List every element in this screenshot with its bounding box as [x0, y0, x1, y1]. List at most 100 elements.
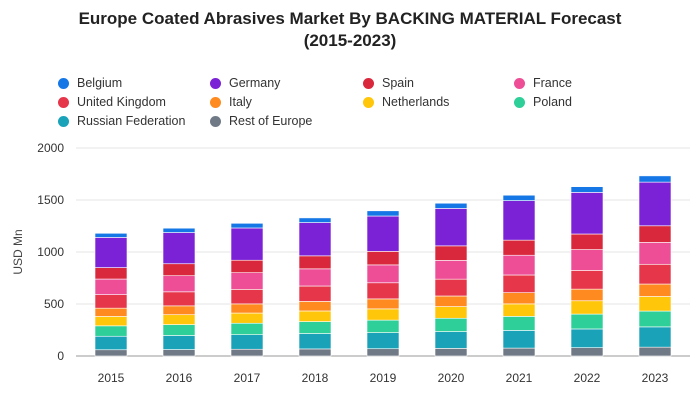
bar-segment-spain-2020 — [434, 245, 468, 261]
legend-item-belgium[interactable]: Belgium — [58, 76, 122, 90]
bar-segment-france-2023 — [638, 242, 672, 265]
legend-swatch — [210, 96, 221, 108]
legend-swatch — [58, 115, 69, 127]
legend-label: Rest of Europe — [229, 114, 313, 128]
bar-segment-italy-2019 — [366, 298, 400, 310]
bar-segment-netherlands-2017 — [230, 312, 264, 324]
bar-segment-united-kingdom-2022 — [570, 270, 604, 290]
bar-segment-netherlands-2018 — [298, 310, 332, 322]
legend-item-russian-federation[interactable]: Russian Federation — [58, 114, 185, 128]
legend-swatch — [363, 96, 374, 108]
bar-segment-rest-of-europe-2017 — [230, 348, 264, 357]
bar-segment-spain-2017 — [230, 259, 264, 273]
bar-segment-netherlands-2015 — [94, 316, 128, 327]
legend-swatch — [58, 77, 69, 89]
bar-segment-rest-of-europe-2018 — [298, 348, 332, 357]
bar-segment-italy-2023 — [638, 283, 672, 297]
x-tick-label: 2017 — [234, 371, 261, 385]
legend-item-spain[interactable]: Spain — [363, 76, 414, 90]
bar-segment-poland-2020 — [434, 317, 468, 332]
bar-segment-spain-2023 — [638, 225, 672, 243]
bar-segment-russian-federation-2022 — [570, 328, 604, 348]
bar-segment-poland-2021 — [502, 316, 536, 331]
bar-segment-united-kingdom-2020 — [434, 278, 468, 297]
bar-segment-united-kingdom-2015 — [94, 294, 128, 309]
legend-item-poland[interactable]: Poland — [514, 95, 572, 109]
bar-segment-spain-2021 — [502, 239, 536, 256]
bar-segment-germany-2018 — [298, 222, 332, 257]
bar-segment-france-2019 — [366, 264, 400, 284]
legend-swatch — [58, 96, 69, 108]
y-tick-label: 2000 — [37, 141, 64, 155]
bar-segment-germany-2016 — [162, 232, 196, 265]
bar-segment-russian-federation-2023 — [638, 326, 672, 348]
bar-segment-germany-2023 — [638, 181, 672, 227]
bar-segment-poland-2019 — [366, 319, 400, 333]
chart-title: Europe Coated Abrasives Market By BACKIN… — [0, 8, 700, 52]
bar-segment-spain-2015 — [94, 267, 128, 280]
x-tick-label: 2020 — [438, 371, 465, 385]
bar-segment-spain-2019 — [366, 251, 400, 266]
x-tick-label: 2022 — [574, 371, 601, 385]
bar-segment-germany-2019 — [366, 215, 400, 252]
bar-segment-russian-federation-2020 — [434, 331, 468, 349]
bar-segment-spain-2022 — [570, 233, 604, 250]
y-tick-label: 0 — [57, 349, 64, 363]
legend-label: Germany — [229, 76, 281, 90]
legend-item-italy[interactable]: Italy — [210, 95, 252, 109]
legend-swatch — [514, 96, 525, 108]
legend-label: Netherlands — [382, 95, 450, 109]
bar-segment-united-kingdom-2023 — [638, 263, 672, 285]
legend-item-germany[interactable]: Germany — [210, 76, 280, 90]
bar-segment-belgium-2022 — [570, 186, 604, 193]
bar-segment-netherlands-2016 — [162, 314, 196, 325]
bar-segment-united-kingdom-2018 — [298, 285, 332, 302]
bar-segment-russian-federation-2021 — [502, 330, 536, 349]
legend-label: Italy — [229, 95, 252, 109]
legend-swatch — [210, 115, 221, 127]
bar-segment-poland-2017 — [230, 322, 264, 335]
chart-title-line1: Europe Coated Abrasives Market By BACKIN… — [78, 9, 622, 28]
bar-segment-united-kingdom-2021 — [502, 274, 536, 293]
bar-segment-spain-2018 — [298, 255, 332, 270]
bar-segment-italy-2015 — [94, 307, 128, 317]
y-tick-label: 500 — [44, 297, 64, 311]
bar-segment-germany-2020 — [434, 208, 468, 247]
bar-segment-belgium-2019 — [366, 210, 400, 217]
bar-segment-russian-federation-2017 — [230, 334, 264, 350]
bar-segment-russian-federation-2019 — [366, 332, 400, 350]
legend-item-netherlands[interactable]: Netherlands — [363, 95, 449, 109]
y-tick-label: 1000 — [37, 245, 64, 259]
bar-segment-netherlands-2019 — [366, 308, 400, 321]
bar-segment-rest-of-europe-2015 — [94, 349, 128, 357]
legend-item-united-kingdom[interactable]: United Kingdom — [58, 95, 166, 109]
legend-label: Belgium — [77, 76, 123, 90]
bar-segment-poland-2015 — [94, 325, 128, 337]
bar-segment-rest-of-europe-2023 — [638, 346, 672, 357]
legend-label: United Kingdom — [77, 95, 166, 109]
bar-segment-rest-of-europe-2019 — [366, 348, 400, 357]
bar-segment-italy-2017 — [230, 303, 264, 314]
bar-segment-belgium-2023 — [638, 175, 672, 183]
bar-segment-russian-federation-2018 — [298, 333, 332, 350]
x-tick-label: 2018 — [302, 371, 329, 385]
legend-swatch — [514, 77, 525, 89]
bar-segment-germany-2017 — [230, 227, 264, 261]
bar-segment-belgium-2018 — [298, 217, 332, 223]
bar-segment-italy-2021 — [502, 292, 536, 305]
bar-segment-italy-2018 — [298, 301, 332, 312]
legend-item-france[interactable]: France — [514, 76, 572, 90]
legend-label: Spain — [382, 76, 414, 90]
bar-segment-netherlands-2020 — [434, 306, 468, 319]
bar-segment-belgium-2015 — [94, 232, 128, 238]
legend-item-rest-of-europe[interactable]: Rest of Europe — [210, 114, 312, 128]
x-tick-label: 2021 — [506, 371, 533, 385]
bar-segment-germany-2022 — [570, 192, 604, 235]
bar-segment-italy-2020 — [434, 295, 468, 307]
bar-segment-rest-of-europe-2021 — [502, 347, 536, 357]
bar-segment-rest-of-europe-2022 — [570, 347, 604, 357]
bar-segment-france-2020 — [434, 260, 468, 280]
legend-label: Russian Federation — [77, 114, 186, 128]
bar-segment-france-2016 — [162, 275, 196, 293]
